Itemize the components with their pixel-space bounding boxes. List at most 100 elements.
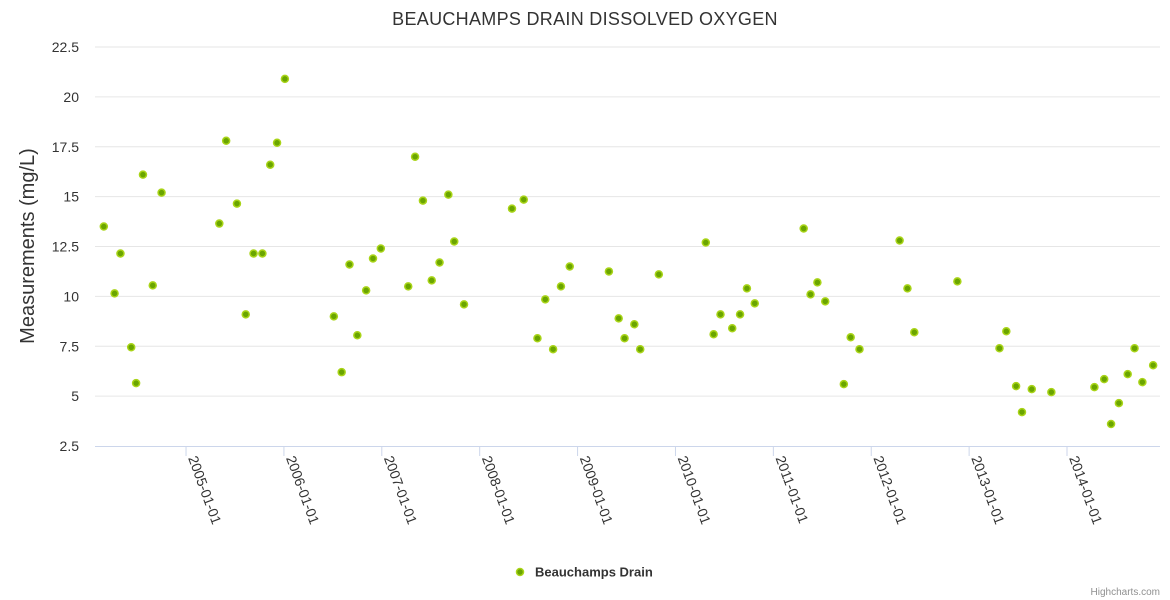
data-point[interactable] [280, 74, 290, 84]
data-point[interactable] [735, 310, 745, 319]
data-point[interactable] [519, 195, 528, 204]
data-point[interactable] [839, 379, 849, 389]
data-point[interactable] [221, 136, 231, 146]
data-point[interactable] [635, 344, 645, 354]
x-tick-label: 2010-01-01 [675, 454, 715, 527]
data-point[interactable] [99, 222, 109, 231]
data-point[interactable] [565, 262, 574, 271]
data-point[interactable] [459, 300, 469, 309]
data-point[interactable] [903, 284, 912, 293]
data-point[interactable] [895, 236, 904, 245]
data-point[interactable] [1123, 369, 1132, 379]
data-point[interactable] [265, 160, 275, 169]
data-point[interactable] [131, 378, 141, 388]
data-point[interactable] [953, 277, 962, 286]
data-point[interactable] [1106, 419, 1116, 429]
data-point[interactable] [403, 282, 413, 291]
data-point[interactable] [1130, 343, 1139, 353]
data-point[interactable] [1002, 327, 1011, 336]
data-point[interactable] [799, 224, 808, 233]
data-point[interactable] [241, 310, 250, 319]
x-tick-label: 2012-01-01 [870, 454, 910, 527]
data-point[interactable] [630, 320, 639, 329]
data-point[interactable] [1138, 377, 1147, 387]
data-point[interactable] [427, 276, 436, 285]
data-point[interactable] [533, 334, 542, 343]
data-point[interactable] [1017, 407, 1027, 417]
credits-link[interactable]: Highcharts.com [1091, 587, 1160, 598]
x-tick-label: 2006-01-01 [283, 454, 323, 527]
data-point[interactable] [215, 219, 224, 228]
data-point[interactable] [337, 367, 346, 377]
data-point[interactable] [855, 344, 864, 354]
data-point[interactable] [1011, 381, 1021, 391]
data-point[interactable] [820, 297, 830, 306]
x-axis: 2005-01-01 2006-01-01 2007-01-01 2008-01-01… [95, 446, 1160, 527]
data-point[interactable] [846, 333, 855, 342]
data-point[interactable] [376, 244, 386, 253]
legend-marker-icon[interactable] [515, 567, 525, 577]
data-point[interactable] [116, 249, 125, 258]
data-point[interactable] [1090, 382, 1099, 392]
data-point[interactable] [1047, 387, 1056, 397]
x-tick-label: 2009-01-01 [577, 454, 617, 527]
data-point[interactable] [1114, 398, 1124, 408]
data-point[interactable] [110, 289, 119, 298]
legend[interactable]: Beauchamps Drain [515, 565, 653, 580]
data-point[interactable] [449, 237, 459, 246]
x-tick-label: 2014-01-01 [1066, 454, 1106, 527]
data-point[interactable] [353, 331, 362, 340]
y-tick-label: 5 [71, 388, 79, 404]
data-point[interactable] [138, 170, 148, 179]
data-point[interactable] [345, 260, 354, 269]
data-point[interactable] [1148, 360, 1158, 370]
data-point[interactable] [249, 249, 258, 258]
grid-lines [95, 46, 1160, 397]
data-point[interactable] [556, 282, 566, 291]
y-tick-label: 7.5 [60, 338, 80, 354]
y-tick-label: 22.5 [52, 39, 79, 55]
data-point[interactable] [258, 249, 267, 258]
data-point[interactable] [410, 152, 420, 161]
x-tick-label: 2008-01-01 [479, 454, 519, 527]
x-tick-label: 2013-01-01 [968, 454, 1008, 527]
data-point[interactable] [541, 295, 550, 304]
y-axis: 2.5 5 7.5 10 12.5 15 17.5 20 22.5 [52, 39, 79, 454]
data-point[interactable] [329, 312, 339, 321]
data-point[interactable] [435, 258, 444, 267]
data-point[interactable] [232, 199, 242, 208]
data-point[interactable] [716, 310, 725, 319]
x-tick-label: 2007-01-01 [381, 454, 421, 527]
data-point[interactable] [418, 196, 428, 205]
data-point[interactable] [148, 281, 158, 290]
legend-label[interactable]: Beauchamps Drain [535, 565, 653, 580]
data-point[interactable] [548, 344, 558, 354]
data-point[interactable] [620, 334, 629, 343]
data-point[interactable] [444, 190, 453, 199]
data-point[interactable] [361, 286, 371, 295]
y-tick-label: 12.5 [52, 239, 79, 255]
data-point[interactable] [272, 138, 282, 148]
y-tick-label: 2.5 [60, 438, 80, 454]
data-point[interactable] [157, 188, 166, 197]
data-point[interactable] [750, 299, 760, 308]
data-point[interactable] [507, 204, 517, 213]
data-point[interactable] [995, 343, 1004, 353]
data-point[interactable] [1027, 384, 1037, 394]
data-point[interactable] [709, 330, 718, 339]
data-point[interactable] [806, 290, 815, 299]
data-point[interactable] [614, 314, 623, 323]
y-tick-label: 20 [63, 89, 79, 105]
data-point[interactable] [727, 324, 737, 333]
data-point[interactable] [126, 342, 136, 352]
data-point[interactable] [654, 270, 664, 279]
data-point[interactable] [368, 254, 378, 263]
data-point[interactable] [742, 284, 752, 293]
data-point[interactable] [910, 328, 919, 337]
data-point[interactable] [701, 238, 711, 247]
data-point[interactable] [1099, 374, 1109, 384]
data-point[interactable] [604, 267, 614, 276]
y-tick-label: 17.5 [52, 139, 79, 155]
y-axis-title: Measurements (mg/L) [17, 148, 39, 344]
data-point[interactable] [813, 278, 822, 287]
